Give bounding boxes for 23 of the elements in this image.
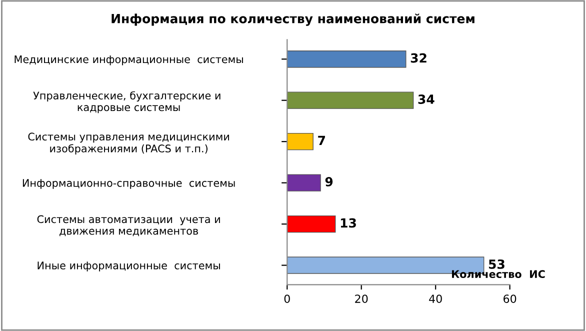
bar xyxy=(287,132,314,150)
bar xyxy=(287,174,321,192)
y-tick-label: Управленческие, бухгалтерские и кадровые системы xyxy=(33,91,220,114)
y-tick-label: Системы управления медицинскими изображениями (PACS и т.п.) xyxy=(28,132,230,154)
y-tick-label: Информационно-справочные системы xyxy=(22,179,235,189)
data-label: 53 xyxy=(488,259,504,269)
chart-title: Информация по количеству наименований систем xyxy=(112,14,474,26)
x-tick-label: 0 xyxy=(284,294,290,303)
x-tick-label: 20 xyxy=(355,294,368,303)
x-tick-label: 40 xyxy=(429,294,442,303)
y-tick-label: Системы автоматизации учета и движения медикаментов xyxy=(37,215,220,236)
data-label: 9 xyxy=(325,176,333,186)
data-label: 34 xyxy=(418,94,434,104)
x-axis-title: Количество ИС xyxy=(452,270,545,278)
y-tick-label: Медицинские информационные системы xyxy=(14,55,243,66)
x-tick-label: 60 xyxy=(504,294,516,303)
data-label: 13 xyxy=(340,218,356,228)
bar xyxy=(287,215,336,233)
data-label: 32 xyxy=(410,53,426,63)
y-tick-label: Иные информационные системы xyxy=(38,262,220,272)
data-label: 7 xyxy=(318,136,325,146)
bar xyxy=(287,92,414,109)
bar xyxy=(287,50,406,68)
